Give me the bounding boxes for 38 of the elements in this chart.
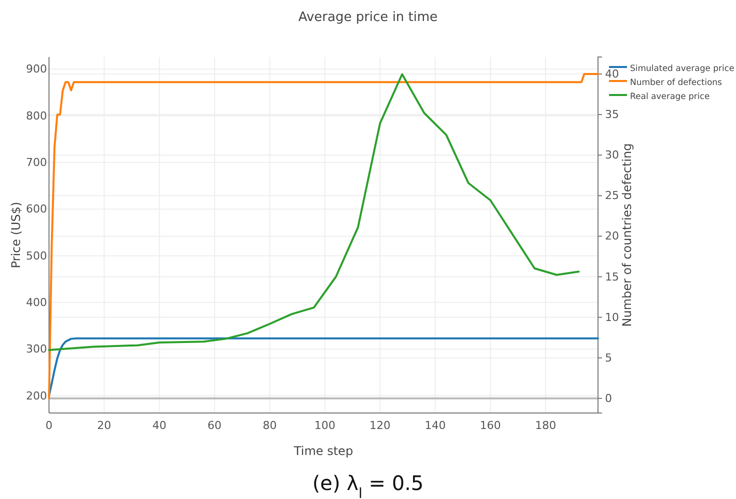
y2-tick-label: 10 — [605, 310, 619, 324]
y-tick-label: 700 — [26, 156, 47, 169]
y-axis-title: Price (US$) — [9, 202, 23, 268]
y-tick-label: 900 — [26, 62, 47, 76]
line-series — [48, 73, 580, 352]
y-tick-label: 600 — [26, 202, 47, 216]
y2-axis-title: Number of countries defecting — [620, 143, 634, 327]
y-tick-label: 500 — [26, 249, 47, 262]
y-tick-label: 200 — [26, 389, 47, 402]
y-tick-label: 400 — [26, 296, 47, 309]
x-tick-label: 160 — [480, 418, 501, 432]
x-tick-label: 180 — [535, 418, 556, 432]
x-tick-label: 0 — [46, 418, 52, 432]
line-series — [48, 73, 599, 400]
chart-title: Average price in time — [298, 10, 438, 25]
y2-tick-label: 35 — [605, 108, 619, 122]
y2-tick-label: 20 — [605, 230, 619, 243]
legend-label: Number of defections — [630, 78, 723, 88]
x-tick-label: 20 — [97, 418, 112, 432]
text: (e) λ$_{l}$ = 0.5 — [312, 471, 424, 499]
y2-tick-label: 5 — [605, 351, 612, 364]
y2-tick-label: 25 — [605, 189, 619, 202]
legend-label: Real average price — [630, 92, 710, 102]
y-tick-label: 800 — [26, 109, 47, 122]
x-tick-label: 40 — [152, 418, 166, 432]
x-tick-label: 120 — [370, 418, 391, 432]
y2-tick-label: 40 — [605, 68, 619, 81]
legend-label: Simulated average price — [630, 64, 734, 74]
y2-tick-label: 0 — [605, 392, 612, 405]
x-tick-label: 100 — [314, 418, 336, 432]
y-tick-label: 300 — [26, 342, 47, 356]
y2-tick-label: 15 — [605, 270, 619, 284]
y2-tick-label: 30 — [605, 148, 619, 162]
x-axis-title: Time step — [292, 444, 354, 458]
x-tick-label: 80 — [262, 418, 277, 432]
x-tick-label: 60 — [208, 418, 222, 432]
line-series — [48, 337, 599, 397]
x-tick-label: 140 — [424, 418, 446, 432]
